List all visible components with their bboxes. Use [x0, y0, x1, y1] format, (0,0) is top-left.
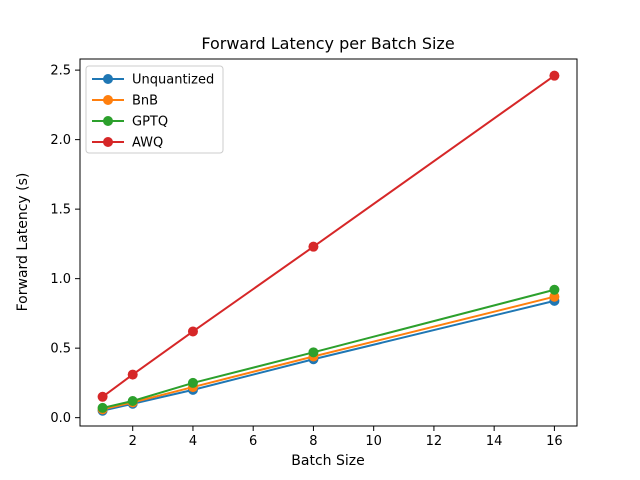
x-tick-label: 8: [309, 434, 317, 449]
legend-box: [85, 65, 224, 154]
data-point-awq: [127, 369, 138, 380]
data-point-awq: [187, 326, 198, 337]
data-point-awq: [308, 241, 319, 252]
y-tick-label: 1.5: [50, 203, 71, 218]
legend-marker: [103, 95, 113, 105]
y-tick-label: 0.5: [50, 342, 71, 357]
x-tick-label: 12: [426, 434, 443, 449]
legend-label-gptq: GPTQ: [132, 115, 168, 130]
x-tick-label: 10: [365, 434, 382, 449]
data-point-bnb: [549, 291, 560, 302]
legend: Unquantized BnB GPTQ AWQ: [85, 65, 224, 154]
data-point-awq: [97, 391, 108, 402]
y-tick-label: 0.0: [50, 411, 71, 426]
x-tick-label: 14: [486, 434, 503, 449]
x-tick-label: 16: [546, 434, 563, 449]
legend-label-awq: AWQ: [132, 136, 163, 151]
legend-marker: [103, 116, 113, 126]
plot-frame: [79, 58, 578, 427]
x-tick-label: 6: [249, 434, 257, 449]
data-point-gptq: [97, 402, 108, 413]
legend-label-bnb: BnB: [132, 94, 158, 109]
series-line-unquantized: [102, 299, 555, 412]
y-tick-label: 1.0: [50, 272, 71, 287]
data-series: [97, 70, 560, 416]
axes-spines: [79, 58, 578, 427]
data-point-gptq: [308, 347, 319, 358]
x-tick-label: 2: [129, 434, 137, 449]
series-line-bnb: [102, 295, 555, 411]
axis-ticks: 2 4 6 8 10 12 14 16 0.0 0.5 1.0 1.5 2.0 2.5: [50, 64, 562, 449]
x-axis-label: Batch Size: [291, 453, 364, 469]
data-point-gptq: [187, 377, 198, 388]
legend-marker: [103, 137, 113, 147]
legend-marker: [103, 74, 113, 84]
data-point-awq: [549, 70, 560, 81]
y-tick-label: 2.0: [50, 133, 71, 148]
x-tick-label: 4: [189, 434, 197, 449]
data-point-gptq: [549, 284, 560, 295]
y-axis-label: Forward Latency (s): [15, 173, 31, 312]
chart-title: Forward Latency per Batch Size: [201, 34, 454, 53]
data-point-gptq: [127, 395, 138, 406]
legend-label-unquantized: Unquantized: [132, 73, 214, 88]
y-tick-label: 2.5: [50, 64, 71, 79]
